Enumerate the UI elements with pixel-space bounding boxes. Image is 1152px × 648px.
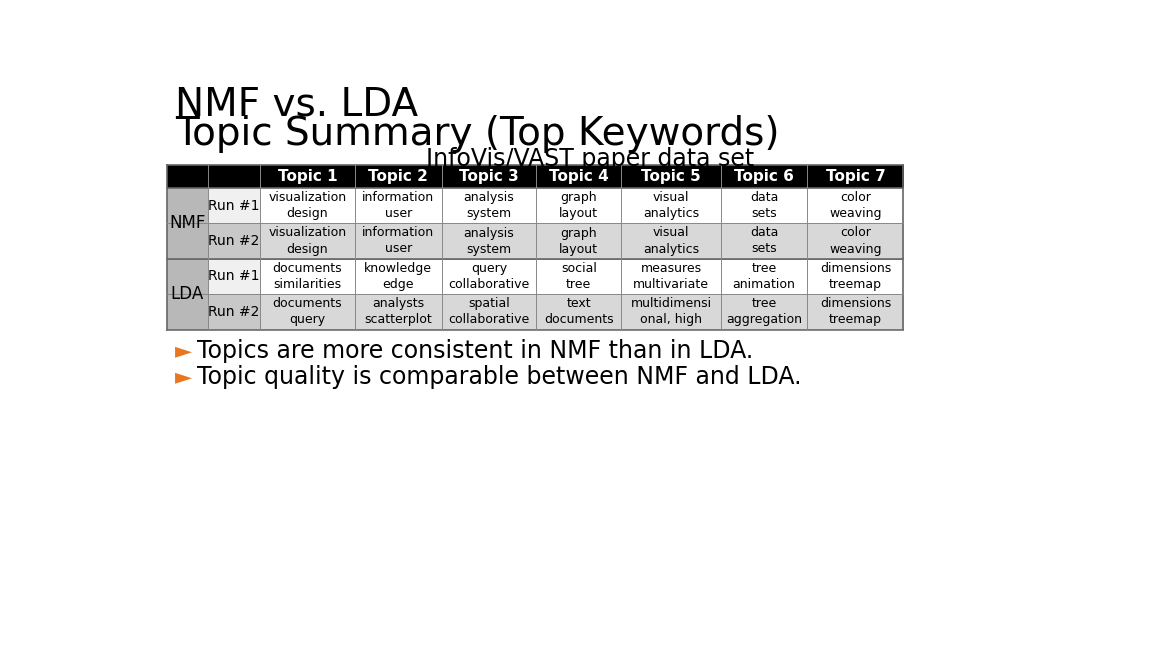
Bar [621,165,721,188]
Text: tree
animation: tree animation [733,262,795,291]
Bar [621,259,721,294]
Text: Topic 2: Topic 2 [369,169,429,184]
Text: information
user: information user [362,227,434,255]
Bar [621,294,721,330]
Bar [441,259,536,294]
Bar [207,294,260,330]
Bar [260,165,355,188]
Bar [536,188,621,224]
Text: Topic Summary (Top Keywords): Topic Summary (Top Keywords) [175,115,780,153]
Text: tree
aggregation: tree aggregation [726,297,802,327]
Text: dimensions
treemap: dimensions treemap [820,297,892,327]
Bar [621,188,721,224]
Text: graph
layout: graph layout [559,227,598,255]
Bar [536,224,621,259]
Bar [536,165,621,188]
Text: Topic 1: Topic 1 [278,169,338,184]
Text: Topic 3: Topic 3 [458,169,518,184]
Bar [441,188,536,224]
Bar [441,224,536,259]
Text: Topic 7: Topic 7 [826,169,886,184]
Text: documents
query: documents query [273,297,342,327]
Bar [167,188,207,259]
Bar [260,224,355,259]
Bar [207,188,260,224]
Bar [621,224,721,259]
Text: analysis
system: analysis system [463,191,514,220]
Text: graph
layout: graph layout [559,191,598,220]
Text: visualization
design: visualization design [268,191,347,220]
Text: Run #1: Run #1 [209,270,259,283]
Text: Run #2: Run #2 [209,234,259,248]
Bar [167,259,207,330]
Text: color
weaving: color weaving [829,191,881,220]
Bar [207,259,260,294]
Text: documents
similarities: documents similarities [273,262,342,291]
Bar [355,224,441,259]
Bar [355,165,441,188]
Bar [721,165,808,188]
Bar [536,294,621,330]
Text: Topic quality is comparable between NMF and LDA.: Topic quality is comparable between NMF … [197,365,801,389]
Text: data
sets: data sets [750,227,779,255]
Bar [721,294,808,330]
Text: ►: ► [175,367,192,388]
Text: Topic 5: Topic 5 [642,169,700,184]
Bar [808,259,903,294]
Bar [441,294,536,330]
Text: color
weaving: color weaving [829,227,881,255]
Text: information
user: information user [362,191,434,220]
Text: Run #1: Run #1 [209,198,259,213]
Bar [260,294,355,330]
Bar [260,188,355,224]
Text: spatial
collaborative: spatial collaborative [448,297,530,327]
Bar [808,294,903,330]
Text: analysts
scatterplot: analysts scatterplot [364,297,432,327]
Text: analysis
system: analysis system [463,227,514,255]
Bar [260,259,355,294]
Text: data
sets: data sets [750,191,779,220]
Bar [207,224,260,259]
Text: Topic 6: Topic 6 [734,169,794,184]
Text: NMF: NMF [169,214,205,232]
Bar [721,224,808,259]
Text: ►: ► [175,341,192,361]
Bar [355,259,441,294]
Bar [808,165,903,188]
Text: Topic 4: Topic 4 [548,169,608,184]
Text: social
tree: social tree [561,262,597,291]
Text: visual
analytics: visual analytics [643,227,699,255]
Text: measures
multivariate: measures multivariate [632,262,708,291]
Text: NMF vs. LDA: NMF vs. LDA [175,86,418,124]
Bar [536,259,621,294]
Text: LDA: LDA [170,285,204,303]
Text: dimensions
treemap: dimensions treemap [820,262,892,291]
Text: multidimensi
onal, high: multidimensi onal, high [630,297,712,327]
Text: text
documents: text documents [544,297,614,327]
Text: Run #2: Run #2 [209,305,259,319]
Bar [441,165,536,188]
Bar [721,259,808,294]
Bar [808,188,903,224]
Bar [355,294,441,330]
Text: visualization
design: visualization design [268,227,347,255]
Text: knowledge
edge: knowledge edge [364,262,432,291]
Bar [167,165,207,188]
Bar [721,188,808,224]
Bar [355,188,441,224]
Bar [207,165,260,188]
Text: query
collaborative: query collaborative [448,262,530,291]
Text: visual
analytics: visual analytics [643,191,699,220]
Text: Topics are more consistent in NMF than in LDA.: Topics are more consistent in NMF than i… [197,339,753,363]
Bar [808,224,903,259]
Text: InfoVis/VAST paper data set: InfoVis/VAST paper data set [426,147,755,171]
